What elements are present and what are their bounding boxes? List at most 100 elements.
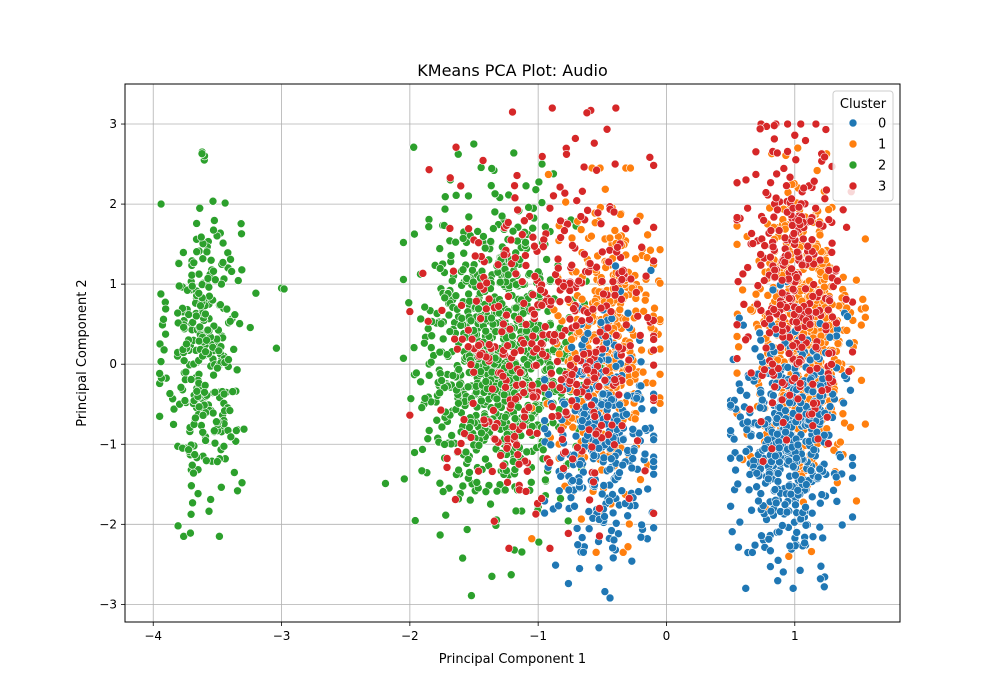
cluster-3-point [747,229,756,238]
cluster-1-point [852,496,861,506]
cluster-3-point [418,269,428,278]
cluster-0-point [763,435,773,445]
cluster-3-point [770,134,779,144]
cluster-0-point [566,493,576,502]
cluster-0-point [845,338,854,348]
cluster-3-point [827,248,837,257]
cluster-3-point [783,251,793,260]
cluster-3-point [595,327,605,337]
cluster-2-point [220,198,230,208]
cluster-3-point [596,219,606,229]
cluster-3-point [456,181,466,191]
cluster-3-point [807,235,817,244]
cluster-2-point [424,426,434,435]
cluster-3-point [584,425,594,435]
cluster-1-point [793,143,803,153]
cluster-0-point [646,266,656,275]
cluster-0-point [843,312,852,321]
cluster-3-point [472,296,481,306]
cluster-2-point [497,211,507,221]
cluster-3-point [848,347,857,357]
cluster-3-point [607,420,617,430]
cluster-1-point [527,534,537,544]
cluster-3-point [538,349,547,359]
cluster-2-point [542,255,551,264]
cluster-2-point [188,498,197,508]
cluster-3-point [643,313,652,322]
cluster-2-point [464,212,474,222]
cluster-2-point [233,486,242,496]
cluster-3-point [583,377,592,387]
cluster-0-point [780,500,790,509]
cluster-0-point [600,587,610,596]
cluster-2-point [416,377,425,387]
cluster-3-point [537,301,547,310]
cluster-0-point [848,473,857,483]
cluster-1-point [861,234,870,244]
cluster-3-point [790,373,799,383]
cluster-3-point [553,357,562,366]
cluster-2-point [237,265,247,275]
cluster-0-point [793,440,803,450]
cluster-3-point [545,544,555,553]
cluster-3-point [504,544,514,553]
cluster-1-point [646,245,655,255]
cluster-3-point [772,169,781,179]
cluster-2-point [399,238,408,247]
cluster-0-point [808,387,818,397]
cluster-2-point [233,276,243,285]
cluster-2-point [410,229,419,239]
cluster-3-point [555,182,565,192]
cluster-0-point [622,409,631,419]
cluster-3-point [549,191,558,201]
cluster-3-point [808,379,818,389]
cluster-2-point [187,270,197,280]
cluster-0-point [752,468,762,478]
cluster-3-point [513,450,523,460]
cluster-1-point [577,294,587,304]
cluster-3-point [456,439,466,448]
cluster-0-point [752,482,761,492]
cluster-0-point [802,480,811,489]
cluster-2-point [210,275,220,285]
cluster-3-point [583,206,592,215]
cluster-2-point [454,365,464,374]
cluster-2-point [206,255,216,265]
legend-label-0: 0 [878,117,886,132]
cluster-2-point [440,293,450,303]
cluster-3-point [771,193,781,203]
cluster-2-point [455,380,464,389]
cluster-2-point [179,322,188,332]
cluster-0-point [773,469,783,478]
cluster-3-point [785,294,794,303]
cluster-2-point [427,331,436,341]
cluster-2-point [487,164,497,173]
cluster-2-point [399,275,408,284]
cluster-3-point [514,314,524,324]
cluster-1-point [568,422,578,432]
cluster-2-point [196,301,205,310]
cluster-3-point [479,415,489,425]
cluster-2-point [219,389,229,399]
cluster-0-point [816,498,825,508]
cluster-0-point [594,563,604,573]
cluster-3-point [745,405,755,414]
cluster-3-point [450,334,459,344]
legend: Cluster 0 1 2 3 [832,90,894,202]
cluster-0-point [807,508,817,518]
cluster-0-point [546,440,556,450]
cluster-3-point [787,264,796,274]
cluster-2-point [463,455,473,464]
cluster-3-point [603,323,613,333]
cluster-1-point [650,303,659,313]
cluster-1-point [861,303,870,313]
cluster-2-point [477,396,486,406]
cluster-3-point [748,239,758,248]
cluster-3-point [508,107,517,117]
cluster-3-point [527,380,537,390]
cluster-2-point [200,388,209,397]
cluster-3-point [451,495,460,504]
cluster-3-point [528,290,538,299]
cluster-0-point [839,398,848,408]
cluster-2-point [161,304,170,314]
